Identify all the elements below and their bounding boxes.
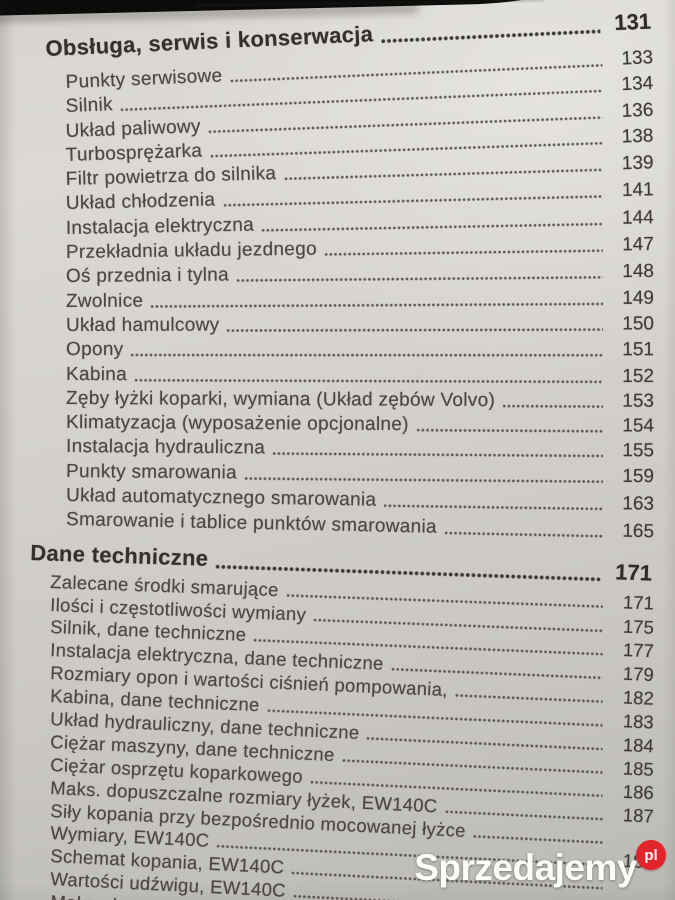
page-number: 171 [622,590,655,614]
dot-leader [292,893,603,900]
page-number: 149 [622,287,655,309]
toc-section-dane-techniczne: Dane techniczne 171 Zalecane środki smar… [0,538,675,900]
toc-chapter-heading-label: Obsługa, serwis i konserwacja [45,21,374,61]
toc-entry-label: Zwolnice [65,290,144,312]
page-number: 183 [622,710,655,733]
page-number: 148 [622,261,654,283]
page-number: 147 [621,234,654,256]
dot-leader [133,377,604,385]
page-number: 177 [622,639,655,662]
dot-leader [150,300,603,310]
toc-entry-row: Układ hamulcowy 150 [66,312,654,338]
dot-leader [222,194,603,210]
page-number: 141 [621,179,654,202]
dot-leader [226,326,604,334]
watermark-pl-badge: pl [636,840,666,870]
toc-section-obsluga: Obsługa, serwis i konserwacja 131 Punkty… [0,9,675,543]
toc-entry-label: Smarowanie i tablice punktów smarowania [65,509,438,539]
page-number: 163 [622,493,655,515]
toc-chapter-heading-label: Dane techniczne [29,539,209,571]
dot-leader [443,530,603,540]
toc-entry-label: Oś przednia i tylna [65,264,230,288]
dot-leader [243,475,604,485]
page-number: 131 [613,8,652,36]
toc-entry-label: Układ hamulcowy [65,314,220,336]
page-number: 136 [621,99,654,122]
page-number: 185 [622,757,655,780]
page-number: 154 [622,415,655,437]
toc-entry-row: Zęby łyżki koparki, wymiana (Układ zębów… [66,387,654,414]
page-number: 134 [621,73,654,96]
watermark-text: Sprzedajemy [414,847,637,888]
page-number: 138 [621,125,654,148]
watermark-sprzedajemy-pl: Sprzedajemy pl [414,840,666,888]
page-number [605,890,653,892]
page-number: 175 [622,615,655,638]
dot-leader [380,27,601,45]
toc-entry-label: Przekładnia układu jezdnego [65,238,318,264]
dot-leader [130,352,604,359]
toc-entry-label: Silnik [65,94,114,118]
page-number: 182 [622,686,655,710]
dot-leader [383,503,604,513]
page-number: 152 [622,365,655,387]
toc-entry-row: Oś przednia i tylna 148 [66,260,654,289]
page-number: 144 [621,206,654,229]
page-number: 171 [614,559,653,586]
page-number: 184 [622,734,655,757]
toc-entry-row: Zwolnice 149 [66,286,654,314]
dot-leader [323,248,603,258]
page-number: 179 [622,663,655,686]
toc-entry-label: Instalacja elektryczna [65,214,255,239]
toc-entry-label: Klimatyzacja (wyposażenie opcjonalne) [65,412,409,436]
toc-entry-list: Punkty serwisowe 133 Silnik 134 Układ pa… [0,47,675,543]
page-number: 133 [621,47,654,70]
dot-leader [236,274,603,285]
page-number: 151 [622,339,655,361]
page-number: 153 [622,390,655,412]
toc-entry-label: Kabina [65,363,128,385]
toc-entry-label: Zęby łyżki koparki, wymiana (Układ zębów… [65,387,496,411]
page-number: 186 [622,780,655,803]
dot-leader [415,427,604,435]
dot-leader [502,403,604,410]
page-number: 139 [621,152,654,175]
toc-entry-row: Kabina 152 [66,363,654,389]
toc-entry-label: Instalacja hydrauliczna [65,436,266,459]
toc-entry-label: Punkty smarowania [65,460,238,484]
page-number: 155 [622,440,655,462]
page-number: 159 [622,465,655,487]
page-number: 187 [622,803,655,827]
dot-leader [272,451,604,460]
toc-entry-label: Układ chłodzenia [65,189,216,215]
toc-entry-label: Opony [65,339,124,361]
dot-leader [261,221,603,234]
page-number: 165 [622,520,655,543]
page-number: 150 [622,313,655,335]
toc-entry-row: Opony 151 [66,338,654,363]
